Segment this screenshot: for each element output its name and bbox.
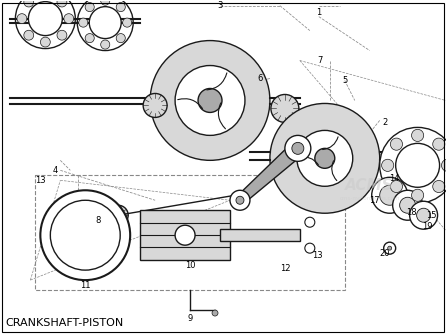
Circle shape bbox=[57, 30, 67, 40]
Circle shape bbox=[433, 138, 445, 150]
Circle shape bbox=[292, 142, 304, 154]
Circle shape bbox=[442, 159, 446, 171]
Polygon shape bbox=[237, 142, 303, 204]
Polygon shape bbox=[140, 210, 230, 260]
Circle shape bbox=[116, 34, 125, 43]
Text: 8: 8 bbox=[95, 216, 101, 225]
Text: 18: 18 bbox=[406, 208, 417, 217]
Circle shape bbox=[41, 37, 50, 47]
Circle shape bbox=[409, 201, 438, 229]
Circle shape bbox=[85, 3, 94, 12]
Circle shape bbox=[85, 34, 94, 43]
Text: 14: 14 bbox=[389, 174, 400, 183]
Circle shape bbox=[212, 310, 218, 316]
Circle shape bbox=[175, 225, 195, 245]
Circle shape bbox=[29, 2, 62, 36]
Text: 9: 9 bbox=[187, 314, 193, 323]
Circle shape bbox=[382, 159, 394, 171]
Circle shape bbox=[271, 95, 299, 123]
Circle shape bbox=[150, 40, 270, 160]
Circle shape bbox=[17, 14, 27, 23]
Circle shape bbox=[390, 180, 403, 193]
Text: 13: 13 bbox=[313, 250, 323, 260]
Circle shape bbox=[40, 190, 130, 280]
Bar bbox=[35, 175, 345, 290]
Circle shape bbox=[380, 127, 446, 203]
Circle shape bbox=[24, 0, 34, 7]
Circle shape bbox=[89, 7, 121, 38]
Text: CRANKSHAFT-PISTON: CRANKSHAFT-PISTON bbox=[5, 318, 124, 328]
Circle shape bbox=[16, 0, 75, 48]
Circle shape bbox=[57, 0, 67, 7]
Circle shape bbox=[236, 196, 244, 204]
Circle shape bbox=[123, 18, 132, 27]
Polygon shape bbox=[220, 229, 300, 241]
Circle shape bbox=[417, 208, 430, 222]
Text: 4: 4 bbox=[53, 166, 58, 175]
Circle shape bbox=[315, 148, 335, 168]
Circle shape bbox=[433, 180, 445, 193]
Circle shape bbox=[230, 190, 250, 210]
Circle shape bbox=[388, 246, 392, 250]
Circle shape bbox=[24, 30, 34, 40]
Text: 1: 1 bbox=[316, 8, 322, 17]
Text: 13: 13 bbox=[35, 176, 45, 185]
Circle shape bbox=[372, 177, 408, 213]
Text: cms-motorcycles.com: cms-motorcycles.com bbox=[339, 196, 400, 201]
Circle shape bbox=[412, 189, 424, 201]
Circle shape bbox=[412, 129, 424, 142]
Circle shape bbox=[50, 200, 120, 270]
Circle shape bbox=[380, 185, 400, 205]
Text: 15: 15 bbox=[426, 211, 437, 220]
Text: 3: 3 bbox=[217, 1, 223, 10]
Circle shape bbox=[305, 243, 315, 253]
Circle shape bbox=[79, 18, 88, 27]
Circle shape bbox=[285, 135, 311, 161]
Text: 7: 7 bbox=[317, 56, 322, 65]
Circle shape bbox=[143, 94, 167, 118]
Circle shape bbox=[384, 242, 396, 254]
Circle shape bbox=[396, 143, 440, 187]
Text: 6: 6 bbox=[257, 74, 263, 83]
Circle shape bbox=[77, 0, 133, 50]
Circle shape bbox=[101, 40, 110, 49]
Text: 12: 12 bbox=[280, 264, 290, 273]
Circle shape bbox=[392, 190, 423, 220]
Text: 19: 19 bbox=[422, 222, 433, 231]
Text: 17: 17 bbox=[369, 196, 380, 205]
Text: ACMS: ACMS bbox=[345, 178, 394, 193]
Circle shape bbox=[297, 130, 353, 186]
Circle shape bbox=[101, 0, 110, 5]
Circle shape bbox=[400, 197, 416, 213]
Text: 2: 2 bbox=[382, 118, 387, 127]
Circle shape bbox=[198, 89, 222, 113]
Circle shape bbox=[270, 104, 380, 213]
Circle shape bbox=[64, 14, 74, 23]
Text: 5: 5 bbox=[342, 76, 347, 85]
Circle shape bbox=[390, 138, 403, 150]
Circle shape bbox=[116, 3, 125, 12]
Text: 11: 11 bbox=[80, 281, 91, 290]
Circle shape bbox=[108, 205, 128, 225]
Circle shape bbox=[175, 65, 245, 135]
Text: 20: 20 bbox=[380, 248, 390, 258]
Circle shape bbox=[305, 217, 315, 227]
Text: 10: 10 bbox=[185, 261, 195, 270]
